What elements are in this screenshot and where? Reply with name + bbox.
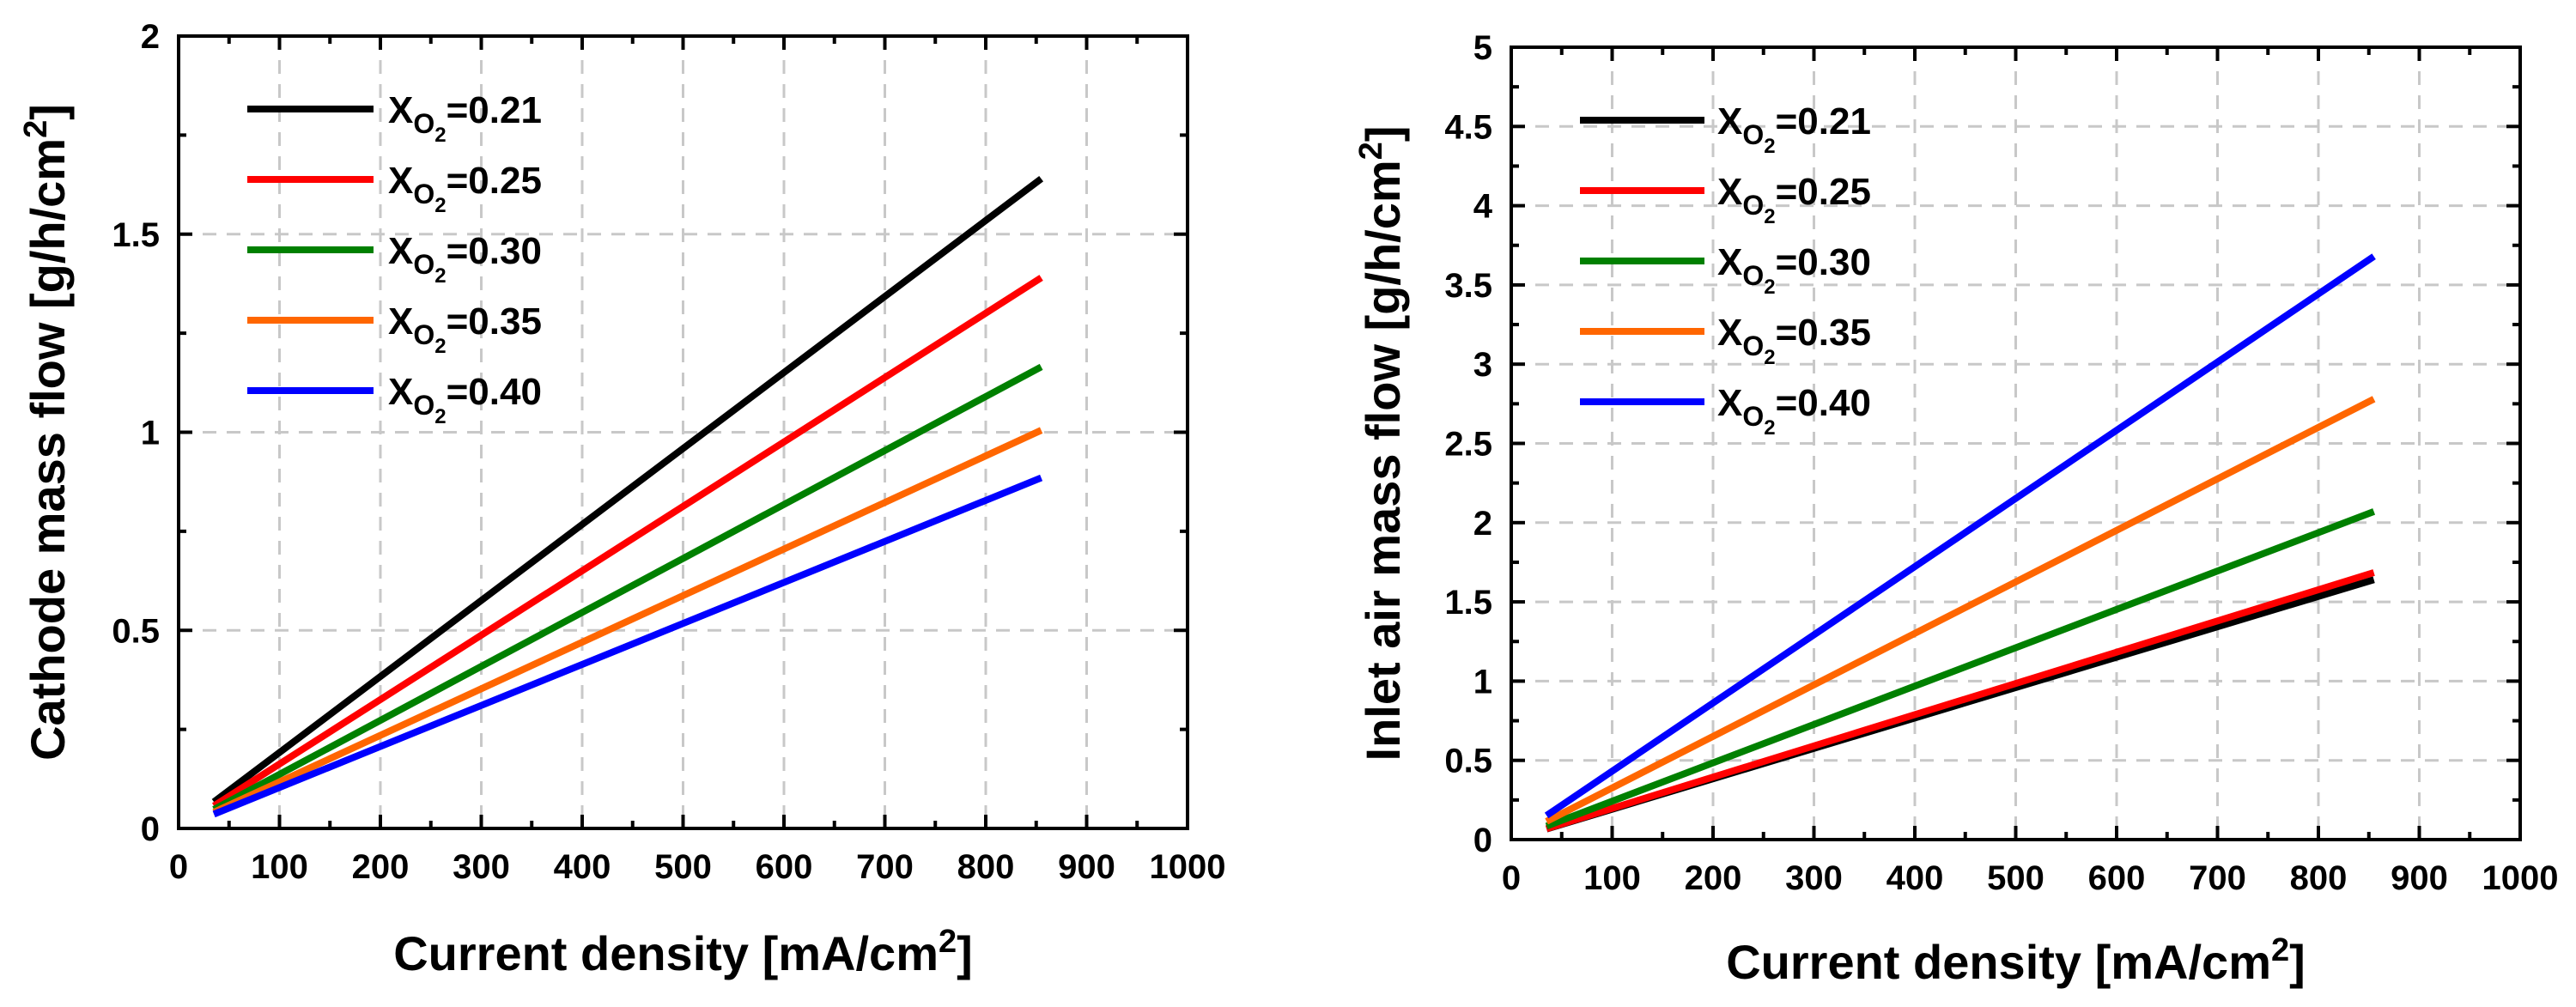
right-chart-inlet-air-mass-flow: 0 100 200 300 400 500 600 700 800 900 1000 0 0.5 1 1.5…	[1353, 29, 2558, 989]
y-tick-label: 0	[141, 810, 160, 848]
x-tick-label: 1000	[1150, 848, 1226, 886]
y-tick-label: 5	[1473, 29, 1492, 67]
y-tick-label: 2	[141, 18, 160, 56]
x-tick-label: 0	[1502, 859, 1521, 897]
x-tick-label: 300	[453, 848, 510, 886]
y-tick-label: 1	[141, 415, 160, 452]
y-tick-label: 0	[1473, 822, 1492, 859]
series-line-x-o2-0.40	[1544, 253, 2376, 819]
x-tick-label: 400	[554, 848, 611, 886]
y-tick-label: 2	[1473, 505, 1492, 543]
series-line-x-o2-0.35	[1545, 396, 2376, 825]
x-axis-title: Current density [mA/cm2]	[393, 924, 973, 980]
x-tick-label: 200	[1685, 859, 1742, 897]
x-tick-label: 900	[1058, 848, 1115, 886]
legend-label: XO2=0.30	[1717, 241, 1871, 299]
legend: XO2=0.21 XO2=0.25 XO2=0.30 XO2=0.35 XO2=0.40	[247, 89, 542, 428]
x-tick-label: 700	[2189, 859, 2246, 897]
legend-label: XO2=0.35	[1717, 312, 1871, 369]
series-line-x-o2-0.35	[212, 427, 1043, 816]
x-tick-label: 800	[957, 848, 1015, 886]
y-tick-label: 4.5	[1444, 108, 1492, 146]
x-tick-label: 300	[1785, 859, 1843, 897]
legend: XO2=0.21 XO2=0.25 XO2=0.30 XO2=0.35 XO2=0.40	[1580, 100, 1871, 440]
y-tick-label: 2.5	[1444, 426, 1492, 464]
series-line-x-o2-0.30	[1545, 508, 2376, 830]
x-tick-label: 600	[756, 848, 813, 886]
series-line-x-o2-0.30	[212, 363, 1043, 813]
x-tick-label: 100	[251, 848, 308, 886]
y-tick-label: 1.5	[1444, 584, 1492, 622]
legend-label: XO2=0.30	[388, 230, 542, 288]
y-tick-label: 0.5	[112, 612, 160, 650]
legend-label: XO2=0.35	[388, 300, 542, 358]
legend-label: XO2=0.40	[1717, 382, 1871, 440]
y-tick-label: 1	[1473, 663, 1492, 701]
y-axis-title: Inlet air mass flow [g/h/cm2]	[1353, 126, 1410, 761]
x-tick-label: 100	[1583, 859, 1641, 897]
y-tick-label: 1.5	[112, 216, 160, 254]
x-tick-label: 200	[352, 848, 410, 886]
y-tick-label: 0.5	[1444, 743, 1492, 780]
y-tick-label: 4	[1473, 188, 1493, 226]
x-tick-label: 0	[169, 848, 188, 886]
series-line-x-o2-0.25	[1545, 569, 2375, 833]
left-chart-cathode-mass-flow: 0 100 200 300 400 500 600 700 800 900 1000 0 0.5 1 1.5…	[18, 18, 1225, 980]
legend-label: XO2=0.21	[388, 89, 542, 147]
x-tick-label: 600	[2088, 859, 2146, 897]
x-tick-label: 500	[654, 848, 712, 886]
x-tick-label: 900	[2391, 859, 2448, 897]
series-line-x-o2-0.40	[212, 474, 1043, 818]
legend-label: XO2=0.40	[388, 371, 542, 428]
y-tick-label: 3	[1473, 346, 1492, 384]
x-tick-label: 800	[2290, 859, 2348, 897]
x-tick-label: 1000	[2482, 859, 2559, 897]
y-tick-label: 3.5	[1444, 267, 1492, 305]
legend-label: XO2=0.21	[1717, 100, 1871, 158]
series-line-x-o2-0.25	[211, 275, 1043, 810]
x-tick-label: 400	[1886, 859, 1944, 897]
x-tick-label: 500	[1987, 859, 2044, 897]
y-axis-title: Cathode mass flow [g/h/cm2]	[18, 104, 75, 761]
x-tick-label: 700	[856, 848, 914, 886]
series-line-x-o2-0.21	[211, 175, 1044, 805]
x-axis-title: Current density [mA/cm2]	[1726, 932, 2306, 989]
legend-label: XO2=0.25	[1717, 171, 1871, 228]
legend-label: XO2=0.25	[388, 160, 542, 217]
